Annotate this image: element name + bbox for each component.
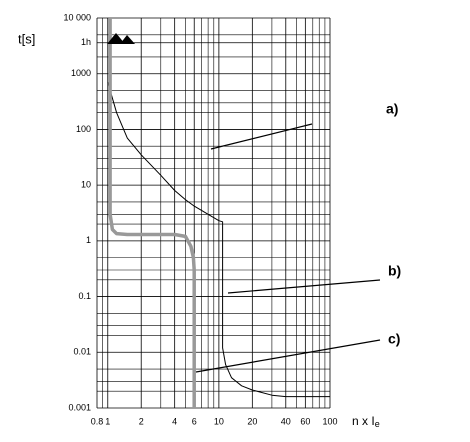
x-tick-label: 2 bbox=[139, 416, 144, 426]
x-axis-label-sub: e bbox=[375, 419, 380, 429]
curves bbox=[107, 18, 330, 408]
curve bbox=[107, 82, 330, 398]
y-tick-label: 1 bbox=[86, 235, 91, 245]
y-tick-label: 0.001 bbox=[68, 402, 91, 412]
x-tick-label: 10 bbox=[214, 416, 224, 426]
annotation: a) bbox=[386, 101, 398, 117]
x-tick-label: 1 bbox=[105, 416, 110, 426]
leader-line bbox=[195, 339, 381, 373]
x-tick-label: 4 bbox=[172, 416, 177, 426]
x-axis-label-main: n x I bbox=[352, 414, 375, 428]
y-tick-label: 0.1 bbox=[78, 291, 91, 301]
marker bbox=[120, 35, 135, 44]
y-tick-label: 1h bbox=[81, 37, 91, 47]
y-tick-label: 10 000 bbox=[63, 12, 91, 22]
leader-line bbox=[210, 123, 313, 150]
y-tick-label: 100 bbox=[76, 124, 91, 134]
annotation: c) bbox=[388, 331, 400, 347]
x-tick-label: 100 bbox=[322, 416, 337, 426]
x-axis-label: n x Ie bbox=[352, 414, 380, 429]
annotation: b) bbox=[388, 263, 401, 279]
x-tick-label: 0.8 bbox=[91, 416, 104, 426]
x-tick-label: 60 bbox=[300, 416, 310, 426]
y-tick-label: 1000 bbox=[71, 68, 91, 78]
x-tick-label: 20 bbox=[247, 416, 257, 426]
x-tick-label: 40 bbox=[281, 416, 291, 426]
leader-line bbox=[227, 279, 381, 294]
y-axis-label: t[s] bbox=[18, 31, 35, 46]
y-tick-label: 0.01 bbox=[73, 347, 91, 357]
curve bbox=[108, 18, 196, 408]
y-tick-label: 10 bbox=[81, 180, 91, 190]
marker bbox=[107, 33, 125, 44]
x-tick-label: 6 bbox=[192, 416, 197, 426]
